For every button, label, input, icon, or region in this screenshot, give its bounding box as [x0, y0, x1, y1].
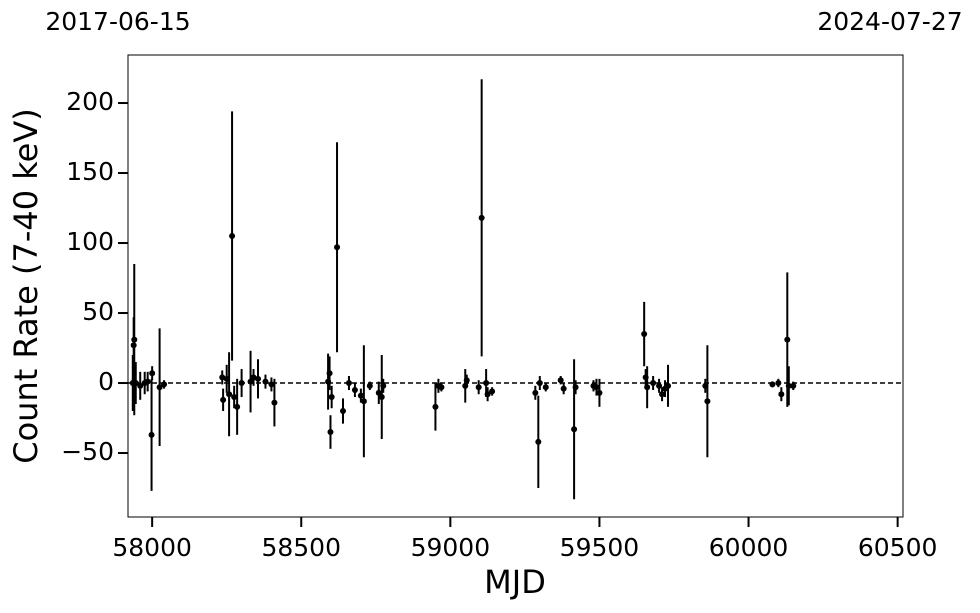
end-date: 2024-07-27: [817, 7, 962, 36]
data-point: [130, 342, 137, 349]
data-point: [262, 378, 269, 385]
x-tick-label: 58000: [112, 533, 192, 562]
x-tick-label: 58500: [261, 533, 341, 562]
x-axis-label: MJD: [484, 563, 546, 601]
data-point: [327, 429, 334, 436]
data-point: [144, 378, 151, 385]
x-tick-label: 59000: [411, 533, 491, 562]
data-point: [360, 398, 367, 405]
data-point: [380, 382, 387, 389]
data-point: [268, 381, 275, 388]
data-point: [489, 388, 496, 395]
data-point: [238, 380, 245, 387]
data-point: [229, 233, 236, 240]
x-tick-label: 59500: [560, 533, 640, 562]
y-tick-label: −50: [61, 437, 114, 466]
y-tick-label: 200: [66, 87, 114, 116]
data-point: [149, 370, 156, 377]
data-point: [656, 382, 663, 389]
x-tick-label: 60000: [709, 533, 789, 562]
data-point: [769, 381, 776, 388]
data-point: [378, 394, 385, 401]
data-point: [775, 380, 782, 387]
data-point: [220, 396, 227, 403]
data-point: [790, 382, 797, 389]
data-point: [148, 431, 155, 438]
data-point: [650, 380, 657, 387]
data-point: [475, 384, 482, 391]
y-tick-label: 50: [82, 297, 114, 326]
data-point: [161, 381, 168, 388]
data-point: [532, 389, 539, 396]
data-point: [478, 214, 485, 221]
data-point: [560, 385, 567, 392]
data-point: [536, 380, 543, 387]
y-tick-label: 150: [66, 157, 114, 186]
data-point: [665, 382, 672, 389]
data-point: [326, 370, 333, 377]
data-point: [778, 391, 785, 398]
data-point: [704, 398, 711, 405]
data-point: [255, 375, 262, 382]
data-point: [432, 403, 439, 410]
data-point: [231, 394, 238, 401]
start-date: 2017-06-15: [45, 7, 190, 36]
data-point: [247, 378, 254, 385]
data-point: [542, 384, 549, 391]
y-axis-label: Count Rate (7-40 keV): [7, 108, 45, 463]
y-tick-label: 100: [66, 227, 114, 256]
data-point: [483, 380, 490, 387]
data-point: [644, 384, 651, 391]
data-point: [785, 382, 792, 389]
data-point: [137, 382, 144, 389]
data-point: [156, 384, 163, 391]
data-point: [328, 394, 335, 401]
data-point: [784, 336, 791, 343]
plot-frame: [127, 54, 904, 518]
data-point: [234, 403, 241, 410]
data-point: [571, 426, 578, 433]
data-point: [226, 391, 233, 398]
data-point: [345, 380, 352, 387]
data-point: [438, 384, 445, 391]
data-point: [375, 389, 382, 396]
x-tick-label: 60500: [858, 533, 938, 562]
data-point: [659, 391, 666, 398]
data-point: [463, 377, 470, 384]
data-point: [593, 384, 600, 391]
data-point: [357, 392, 364, 399]
data-point: [641, 331, 648, 338]
y-tick-label: 0: [98, 367, 114, 396]
data-point: [366, 382, 373, 389]
data-point: [334, 244, 341, 251]
data-point: [484, 391, 491, 398]
data-point: [132, 380, 139, 387]
data-point: [351, 387, 358, 394]
data-point: [596, 389, 603, 396]
data-point: [535, 438, 542, 445]
data-point: [339, 408, 346, 415]
data-point: [557, 377, 564, 384]
data-point: [572, 384, 579, 391]
data-point: [271, 399, 278, 406]
